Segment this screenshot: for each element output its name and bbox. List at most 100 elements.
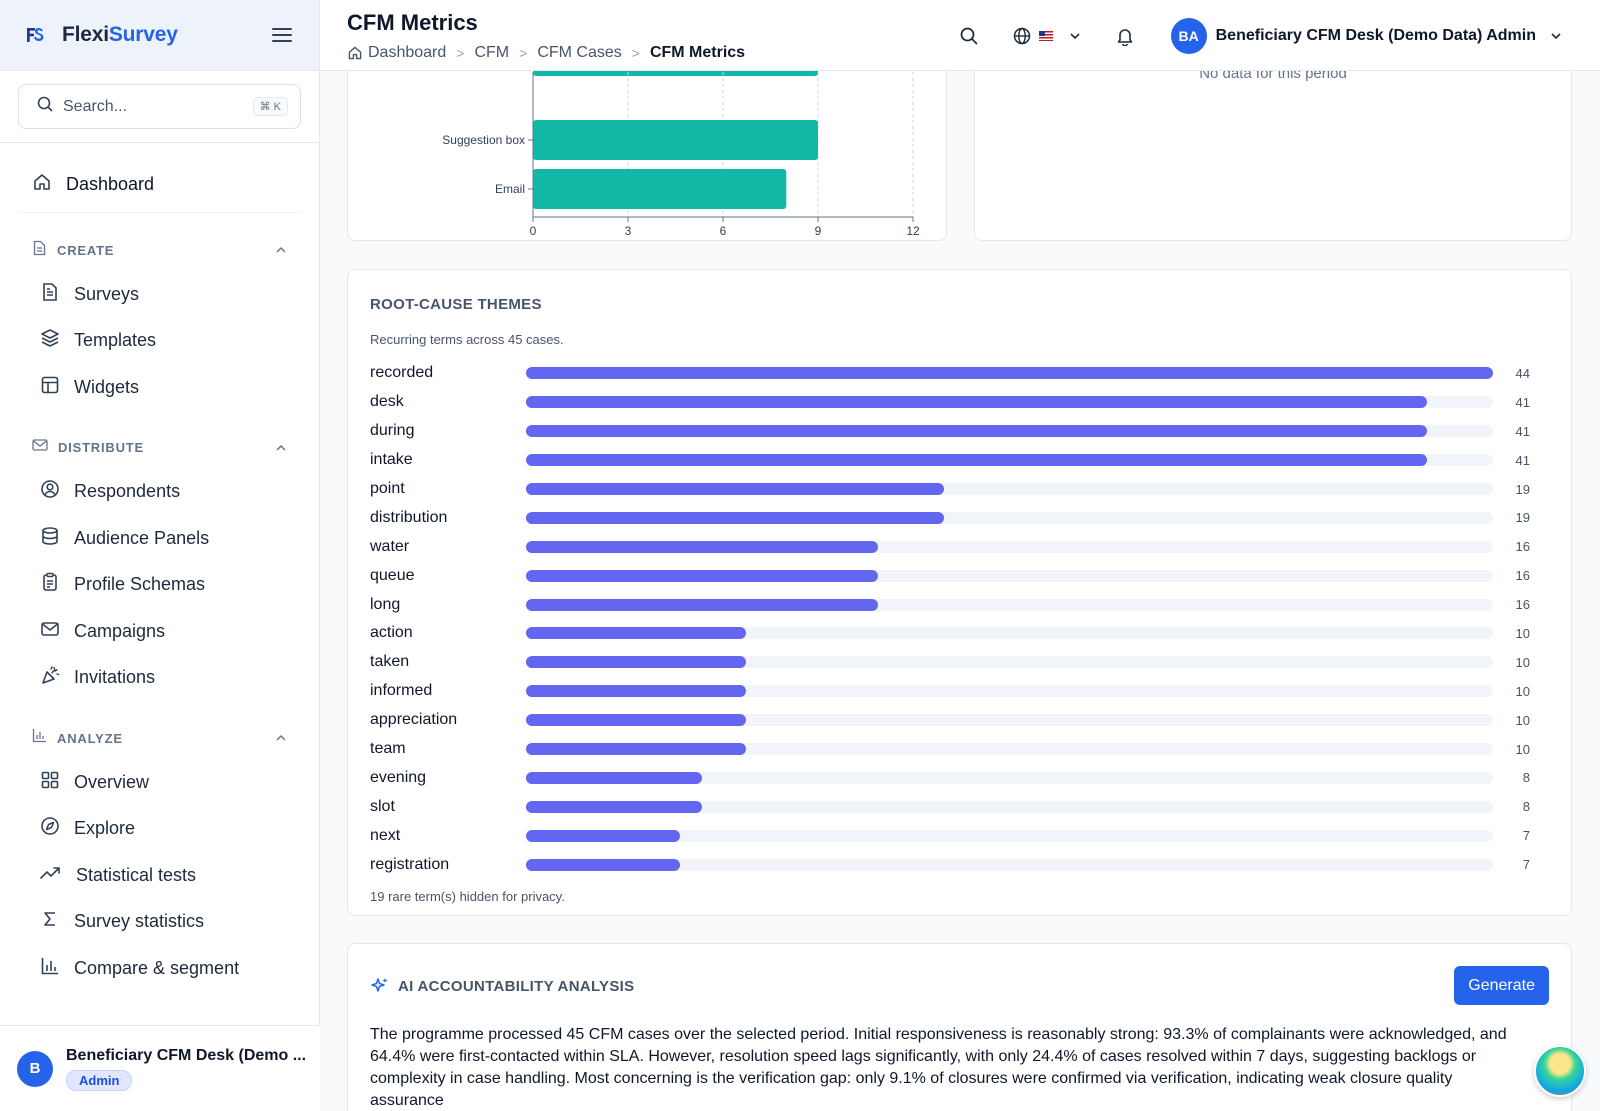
sidebar-item-campaigns[interactable]: Campaigns (0, 608, 319, 655)
theme-row: action 10 (370, 619, 1530, 648)
sidebar-item-overview[interactable]: Overview (0, 759, 319, 806)
avatar: B (17, 1050, 53, 1087)
chevron-up-icon[interactable] (275, 439, 287, 457)
theme-bar (526, 714, 746, 727)
chat-assistant-icon[interactable] (1534, 1045, 1586, 1097)
sidebar-item-label: Survey statistics (74, 911, 205, 932)
section-analyze-header[interactable]: ANALYZE (0, 721, 319, 755)
chevron-down-icon (1550, 32, 1562, 40)
section-distribute: DISTRIBUTE Respondents Audience Panels P… (0, 431, 319, 702)
x-tick-label: 6 (720, 224, 727, 238)
sidebar-item-surveys[interactable]: Surveys (0, 271, 319, 318)
language-selector[interactable] (1013, 27, 1081, 45)
sidebar-item-label: Campaigns (74, 620, 166, 641)
user-circle-icon (40, 479, 60, 504)
database-icon (40, 526, 60, 551)
role-badge: Admin (66, 1069, 133, 1091)
breadcrumb: Dashboard > CFM > CFM Cases > CFM Metric… (347, 44, 745, 62)
generate-button[interactable]: Generate (1454, 966, 1549, 1005)
search-icon (37, 96, 53, 117)
clipboard-icon (40, 572, 60, 597)
x-tick-label: 12 (906, 224, 920, 238)
chart-bar (533, 71, 818, 76)
theme-row: next 7 (370, 821, 1530, 850)
theme-bar-track (526, 743, 1493, 756)
theme-bar (526, 858, 680, 871)
section-distribute-header[interactable]: DISTRIBUTE (0, 431, 319, 465)
sidebar-item-invitations[interactable]: Invitations (0, 655, 319, 702)
sidebar-item-label: Invitations (74, 667, 156, 688)
section-title: CREATE (57, 242, 115, 258)
hamburger-menu-icon[interactable] (269, 22, 295, 48)
bar-chart-icon (40, 956, 60, 981)
sidebar-item-label: Surveys (74, 283, 140, 304)
card-subtitle: Recurring terms across 45 cases. (370, 332, 564, 347)
breadcrumb-cfm-cases[interactable]: CFM Cases (537, 44, 622, 61)
user-name: Beneficiary CFM Desk (Demo ... (66, 1046, 307, 1064)
section-title: DISTRIBUTE (58, 440, 144, 455)
theme-count: 44 (1515, 365, 1530, 381)
card-title: ROOT-CAUSE THEMES (370, 296, 542, 313)
root-cause-card: ROOT-CAUSE THEMES Recurring terms across… (347, 269, 1572, 916)
theme-count: 10 (1515, 654, 1530, 670)
theme-count: 10 (1515, 625, 1530, 641)
search-input[interactable]: Search... ⌘ K (18, 84, 301, 129)
section-title: ANALYZE (57, 730, 123, 746)
sidebar-item-templates[interactable]: Templates (0, 318, 319, 365)
chevron-up-icon[interactable] (275, 241, 287, 259)
theme-bar (526, 396, 1428, 409)
home-icon[interactable] (347, 45, 363, 61)
theme-term: long (370, 595, 401, 613)
theme-row: distribution 19 (370, 503, 1530, 532)
sidebar-user[interactable]: B Beneficiary CFM Desk (Demo ... Admin (0, 1025, 320, 1111)
theme-bar (526, 454, 1428, 467)
theme-bar-track (526, 396, 1493, 409)
theme-bar-track (526, 829, 1493, 842)
theme-count: 16 (1515, 539, 1530, 555)
sidebar-item-audience-panels[interactable]: Audience Panels (0, 515, 319, 562)
theme-bar (526, 483, 944, 495)
sidebar-item-label: Widgets (74, 376, 140, 397)
theme-bar-track (526, 714, 1493, 727)
flexisurvey-logo-icon[interactable] (24, 23, 48, 47)
chevron-down-icon (1069, 32, 1081, 40)
sidebar-item-statistical-tests[interactable]: Statistical tests (0, 852, 319, 899)
sidebar-item-dashboard[interactable]: Dashboard (18, 161, 301, 213)
section-create: CREATE Surveys Templates Widgets (0, 233, 319, 411)
theme-bar (526, 569, 878, 582)
user-menu[interactable]: BA Beneficiary CFM Desk (Demo Data) Admi… (1170, 17, 1562, 54)
card-footnote: 19 rare term(s) hidden for privacy. (370, 889, 565, 904)
sidebar-item-explore[interactable]: Explore (0, 806, 319, 853)
chevron-up-icon[interactable] (275, 729, 287, 747)
theme-bar (526, 656, 746, 669)
theme-term: water (370, 537, 410, 555)
breadcrumb-dashboard[interactable]: Dashboard (368, 44, 447, 61)
theme-row: desk 41 (370, 388, 1530, 417)
sparkles-icon (370, 976, 390, 996)
theme-term: action (370, 624, 413, 642)
theme-row: queue 16 (370, 561, 1530, 590)
sidebar-item-profile-schemas[interactable]: Profile Schemas (0, 562, 319, 609)
compass-icon (40, 816, 60, 841)
theme-count: 7 (1522, 857, 1530, 873)
breadcrumb-cfm[interactable]: CFM (474, 44, 510, 61)
breadcrumb-current: CFM Metrics (649, 44, 746, 61)
sidebar-item-widgets[interactable]: Widgets (0, 364, 319, 411)
sidebar-item-survey-statistics[interactable]: Survey statistics (0, 899, 319, 946)
search-icon[interactable] (951, 18, 987, 54)
theme-bar (526, 540, 878, 553)
sidebar-item-label: Respondents (74, 481, 181, 502)
chevron-right-icon: > (519, 45, 528, 61)
sigma-icon (40, 909, 60, 934)
sidebar-item-respondents[interactable]: Respondents (0, 469, 319, 516)
theme-row: water 16 (370, 532, 1530, 561)
section-create-header[interactable]: CREATE (0, 233, 319, 267)
bell-icon[interactable] (1107, 18, 1143, 54)
sidebar-item-label: Explore (74, 818, 136, 839)
search-shortcut: ⌘ K (252, 97, 288, 116)
theme-term: registration (370, 855, 450, 873)
theme-term: during (370, 422, 415, 440)
sidebar-item-compare-segment[interactable]: Compare & segment (0, 945, 319, 992)
empty-state-text: No data for this period (1199, 71, 1347, 82)
theme-row: team 10 (370, 735, 1530, 764)
